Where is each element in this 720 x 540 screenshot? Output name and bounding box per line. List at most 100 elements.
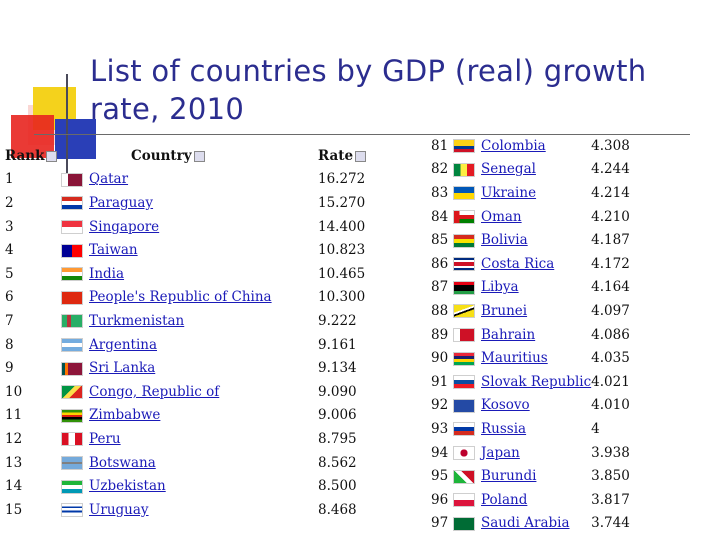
table-row: 1 Qatar 16.272 (5, 168, 366, 192)
country-link[interactable]: Burundi (481, 468, 537, 485)
country-cell: Poland (481, 488, 591, 512)
country-link[interactable]: Poland (481, 491, 528, 508)
rate-cell: 4.187 (591, 232, 630, 249)
rank-cell: 94 (431, 444, 449, 461)
country-link[interactable]: Paraguay (89, 194, 154, 211)
country-link[interactable]: Qatar (89, 171, 129, 188)
rate-header[interactable]: Rate (318, 144, 367, 168)
country-link[interactable]: Slovak Republic (481, 373, 592, 390)
country-cell: Russia (481, 417, 591, 441)
country-flag-icon (453, 516, 475, 531)
sort-icon[interactable] (46, 150, 58, 162)
rank-cell: 88 (431, 302, 449, 319)
rate-cell: 10.300 (318, 289, 366, 306)
country-link[interactable]: Zimbabwe (89, 407, 161, 424)
country-link[interactable]: Congo, Republic of (89, 383, 220, 400)
country-flag-icon (453, 446, 475, 461)
country-link[interactable]: India (89, 265, 125, 282)
country-link[interactable]: Taiwan (89, 242, 138, 259)
country-link[interactable]: Sri Lanka (89, 360, 156, 377)
country-cell: Taiwan (89, 238, 318, 262)
rank-cell: 7 (5, 312, 14, 329)
country-link[interactable]: Costa Rica (481, 255, 555, 272)
rate-cell: 4.097 (591, 302, 630, 319)
table-row: 2 Paraguay 15.270 (5, 191, 366, 215)
country-cell: Paraguay (89, 191, 318, 215)
country-flag-icon (61, 196, 83, 211)
country-link[interactable]: Russia (481, 420, 527, 437)
country-cell: Qatar (89, 168, 318, 192)
rate-cell: 4.086 (591, 326, 630, 343)
sort-icon[interactable] (193, 150, 205, 162)
rank-cell: 82 (431, 161, 449, 178)
country-link[interactable]: Senegal (481, 161, 536, 178)
country-link[interactable]: Bolivia (481, 232, 528, 249)
rate-cell: 9.134 (318, 360, 357, 377)
flag-cell (61, 309, 89, 333)
country-link[interactable]: Kosovo (481, 397, 530, 414)
flag-cell (453, 464, 481, 488)
rate-cell: 8.468 (318, 501, 357, 518)
sort-icon[interactable] (355, 150, 367, 162)
country-flag-icon (453, 469, 475, 484)
country-cell: Brunei (481, 299, 591, 323)
rank-cell: 14 (5, 478, 23, 495)
rank-cell: 4 (5, 242, 14, 259)
country-link[interactable]: Japan (481, 444, 520, 461)
country-link[interactable]: Oman (481, 208, 522, 225)
rank-cell: 13 (5, 454, 23, 471)
country-link[interactable]: Colombia (481, 137, 546, 154)
country-flag-icon (453, 280, 475, 295)
table-row: 90 Mauritius 4.035 (431, 346, 630, 370)
rank-header[interactable]: Rank (5, 144, 61, 168)
flag-cell (61, 474, 89, 498)
country-cell: Uzbekistan (89, 474, 318, 498)
country-link[interactable]: Mauritius (481, 350, 548, 367)
country-header[interactable]: Country (89, 144, 318, 168)
table-row: 84 Oman 4.210 (431, 205, 630, 229)
decor-square-blue (55, 119, 96, 159)
country-link[interactable]: Botswana (89, 454, 156, 471)
rank-cell: 92 (431, 397, 449, 414)
country-link[interactable]: Turkmenistan (89, 312, 185, 329)
country-cell: Congo, Republic of (89, 380, 318, 404)
table-row: 93 Russia 4 (431, 417, 630, 441)
table-row: 86 Costa Rica 4.172 (431, 252, 630, 276)
table-row: 87 Libya 4.164 (431, 276, 630, 300)
country-link[interactable]: Uzbekistan (89, 478, 166, 495)
flag-cell (453, 181, 481, 205)
rank-cell: 87 (431, 279, 449, 296)
country-cell: Turkmenistan (89, 309, 318, 333)
country-cell: Slovak Republic (481, 370, 591, 394)
gdp-table-left: Rank Country Rate 1 Qatar 16.272 2 Paraguay 1… (5, 144, 367, 522)
country-flag-icon (61, 243, 83, 258)
country-link[interactable]: Uruguay (89, 501, 149, 518)
country-link[interactable]: Brunei (481, 302, 528, 319)
rate-cell: 8.500 (318, 478, 357, 495)
table-row: 97 Saudi Arabia 3.744 (431, 512, 630, 536)
flag-cell (453, 323, 481, 347)
country-flag-icon (61, 172, 83, 187)
rank-cell: 93 (431, 420, 449, 437)
country-flag-icon (61, 432, 83, 447)
flag-cell (61, 286, 89, 310)
country-link[interactable]: Bahrain (481, 326, 536, 343)
country-flag-icon (61, 220, 83, 235)
table-row: 5 India 10.465 (5, 262, 366, 286)
flag-cell (453, 346, 481, 370)
rate-cell: 4.210 (591, 208, 630, 225)
rank-cell: 95 (431, 468, 449, 485)
rank-cell: 5 (5, 265, 14, 282)
country-link[interactable]: Ukraine (481, 184, 537, 201)
country-link[interactable]: People's Republic of China (89, 289, 272, 306)
rate-cell: 9.161 (318, 336, 357, 353)
country-link[interactable]: Libya (481, 279, 519, 296)
country-link[interactable]: Peru (89, 430, 121, 447)
table-row: 88 Brunei 4.097 (431, 299, 630, 323)
country-flag-icon (453, 375, 475, 390)
country-link[interactable]: Argentina (89, 336, 158, 353)
table-row: 4 Taiwan 10.823 (5, 238, 366, 262)
country-link[interactable]: Singapore (89, 218, 160, 235)
country-link[interactable]: Saudi Arabia (481, 515, 570, 532)
country-flag-icon (453, 328, 475, 343)
